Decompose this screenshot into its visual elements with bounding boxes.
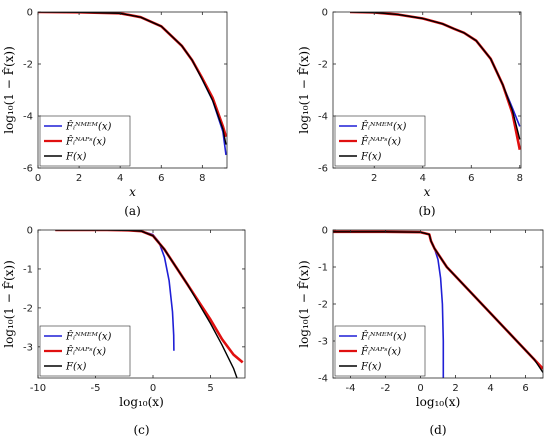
y-axis-label: log₁₀(1 − F̂(x)) — [1, 260, 16, 348]
x-tick-label: 4 — [487, 383, 493, 394]
panel-caption: (a) — [124, 204, 141, 218]
x-tick-label: -5 — [91, 383, 101, 394]
y-tick-label: -2 — [23, 60, 33, 71]
plot-area-frame — [332, 11, 522, 169]
x-tick-label: 4 — [117, 173, 123, 184]
x-axis-label: log₁₀(x) — [119, 395, 164, 409]
legend: F̂ᵢᴺᴹᴱᴹ(x) F̂ᵢᴺᴬᴾˢ(x) F(x) — [334, 115, 426, 167]
legend: F̂ᵢᴺᴹᴱᴹ(x) F̂ᵢᴺᴬᴾˢ(x) F(x) — [39, 325, 131, 377]
y-axis-label: log₁₀(1 − F̂(x)) — [296, 260, 311, 348]
y-tick-label: -3 — [23, 342, 33, 353]
panel-c: -10 -5 0 5 0 -1 -2 -3 log₁₀(x) log₁₀(1 − F̂(x)) F̂… — [1, 226, 246, 437]
x-tick-label: 4 — [420, 173, 426, 184]
x-tick-label: 2 — [371, 173, 377, 184]
panel-caption: (b) — [418, 204, 435, 218]
y-tick-label: -2 — [318, 60, 328, 71]
x-tick-label: -10 — [30, 383, 46, 394]
plot-area-frame — [37, 11, 228, 169]
x-tick-label: -2 — [381, 383, 391, 394]
x-tick-label: 6 — [522, 383, 528, 394]
x-tick-label: 6 — [158, 173, 164, 184]
plot-area-frame — [37, 229, 246, 379]
legend-label-naps: F̂ᵢᴺᴬᴾˢ(x) — [65, 136, 106, 148]
legend-label-nmem: F̂ᵢᴺᴹᴱᴹ(x) — [360, 121, 406, 133]
legend: F̂ᵢᴺᴹᴱᴹ(x) F̂ᵢᴺᴬᴾˢ(x) F(x) — [334, 325, 426, 377]
x-tick-label: 8 — [517, 173, 523, 184]
panel-d: -4 -2 0 2 4 6 0 -1 -2 -3 -4 log₁₀(x) log₁₀(1 − F̂(x)… — [296, 226, 544, 437]
y-tick-label: -4 — [318, 374, 328, 385]
y-tick-label: -1 — [318, 263, 328, 274]
x-tick-label: 0 — [35, 173, 41, 184]
y-axis-label: log₁₀(1 − F̂(x)) — [1, 46, 16, 134]
y-tick-label: -2 — [23, 303, 33, 314]
y-tick-label: -4 — [318, 112, 328, 123]
x-tick-label: 8 — [199, 173, 205, 184]
legend-label-true: F(x) — [65, 362, 86, 373]
series-line-true — [38, 12, 227, 145]
x-tick-label: 2 — [452, 383, 458, 394]
x-tick-label: 6 — [468, 173, 474, 184]
y-axis-label: log₁₀(1 − F̂(x)) — [296, 46, 311, 134]
legend-label-naps: F̂ᵢᴺᴬᴾˢ(x) — [65, 346, 106, 358]
x-axis-label: x — [424, 185, 431, 199]
legend-label-naps: F̂ᵢᴺᴬᴾˢ(x) — [360, 346, 401, 358]
panel-caption: (c) — [133, 423, 149, 437]
legend-label-nmem: F̂ᵢᴺᴹᴱᴹ(x) — [360, 331, 406, 343]
y-tick-label: 0 — [322, 8, 328, 19]
y-tick-label: 0 — [27, 226, 33, 237]
legend-label-naps: F̂ᵢᴺᴬᴾˢ(x) — [360, 136, 401, 148]
legend-label-nmem: F̂ᵢᴺᴹᴱᴹ(x) — [65, 121, 111, 133]
y-tick-label: -1 — [23, 264, 33, 275]
x-tick-label: 5 — [207, 383, 213, 394]
y-tick-label: -4 — [23, 112, 33, 123]
series-line-true — [349, 12, 521, 140]
legend-label-true: F(x) — [360, 362, 381, 373]
legend-label-nmem: F̂ᵢᴺᴹᴱᴹ(x) — [65, 331, 111, 343]
legend-label-true: F(x) — [65, 152, 86, 163]
y-tick-label: 0 — [322, 226, 328, 237]
y-tick-label: -6 — [23, 164, 33, 175]
legend: F̂ᵢᴺᴹᴱᴹ(x) F̂ᵢᴺᴬᴾˢ(x) F(x) — [39, 115, 131, 167]
x-tick-label: -4 — [346, 383, 356, 394]
x-tick-label: 2 — [76, 173, 82, 184]
x-tick-label: 0 — [417, 383, 423, 394]
x-tick-label: 0 — [150, 383, 156, 394]
y-tick-label: -2 — [318, 300, 328, 311]
panel-caption: (d) — [429, 423, 446, 437]
y-tick-label: -3 — [318, 337, 328, 348]
x-axis-label: log₁₀(x) — [416, 395, 461, 409]
x-axis-label: x — [129, 185, 136, 199]
y-tick-label: -6 — [318, 164, 328, 175]
legend-label-true: F(x) — [360, 152, 381, 163]
y-tick-label: 0 — [27, 8, 33, 19]
